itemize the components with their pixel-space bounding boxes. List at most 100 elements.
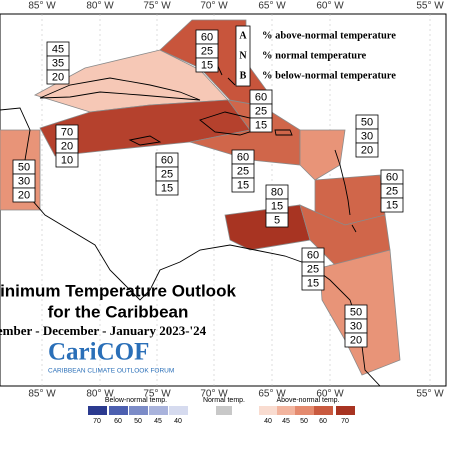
probability-value: 15	[237, 179, 249, 191]
colorbar-tick: 50	[134, 418, 142, 425]
colorbar-tick: 40	[264, 418, 272, 425]
longitude-label: 65° W	[258, 1, 286, 12]
probability-value: 50	[18, 161, 30, 173]
colorbar-cell	[169, 406, 188, 415]
probability-value: 60	[386, 171, 398, 183]
longitude-label: 80° W	[86, 389, 114, 400]
colorbar-tick: 70	[341, 418, 349, 425]
probability-cell	[231, 177, 255, 193]
key-letter: B	[240, 70, 247, 81]
probability-value: 5	[274, 214, 280, 226]
probability-cell	[12, 187, 36, 203]
colorbar-cell	[259, 406, 278, 415]
key-box	[235, 25, 251, 87]
probability-value: 30	[361, 130, 373, 142]
probability-value: 15	[307, 277, 319, 289]
probability-value: 25	[255, 105, 267, 117]
longitude-label: 85° W	[28, 389, 56, 400]
probability-value: 20	[61, 140, 73, 152]
probability-value: 60	[201, 31, 213, 43]
probability-value: 50	[361, 116, 373, 128]
probability-value: 20	[350, 334, 362, 346]
colorbar-cell	[295, 406, 314, 415]
colorbar: Below-normal temp. Normal temp. Above-norm…	[88, 397, 355, 425]
longitude-label: 70° W	[200, 1, 228, 12]
probability-value: 20	[52, 71, 64, 83]
colorbar-label: Below-normal temp.	[105, 397, 167, 404]
probability-value: 60	[161, 154, 173, 166]
probability-value: 25	[161, 168, 173, 180]
colorbar-label: Normal temp.	[203, 397, 245, 404]
colorbar-cell	[336, 406, 355, 415]
probability-value: 25	[386, 185, 398, 197]
key-text: % normal temperature	[262, 50, 367, 61]
colorbar-cell	[277, 406, 296, 415]
probability-cell	[380, 197, 404, 213]
title-line: inimum Temperature Outlook	[0, 281, 236, 300]
probability-value: 30	[350, 320, 362, 332]
key-letter: N	[239, 50, 247, 61]
colorbar-tick: 60	[319, 418, 327, 425]
longitude-label: 60° W	[316, 389, 344, 400]
probability-value: 15	[386, 199, 398, 211]
probability-cell	[301, 275, 325, 291]
longitude-label: 80° W	[86, 1, 114, 12]
probability-value: 60	[237, 151, 249, 163]
probability-cell	[195, 57, 219, 73]
colorbar-tick: 40	[174, 418, 182, 425]
longitude-label: 75° W	[143, 1, 171, 12]
probability-cell	[344, 332, 368, 348]
region-north-antilles	[299, 129, 346, 181]
colorbar-tick: 50	[300, 418, 308, 425]
longitude-label: 55° W	[416, 1, 444, 12]
probability-cell	[155, 180, 179, 196]
probability-value: 30	[18, 175, 30, 187]
title-line: for the Caribbean	[48, 302, 189, 321]
colorbar-cell	[109, 406, 128, 415]
colorbar-tick: 60	[114, 418, 122, 425]
labels: 85° W 80° W 75° W 70° W 65° W 60° W 55° W 85° W…	[0, 1, 444, 400]
probability-value: 20	[18, 189, 30, 201]
logo-tagline: CARIBBEAN CLIMATE OUTLOOK FORUM	[48, 368, 174, 375]
longitude-label: 65° W	[258, 389, 286, 400]
longitude-label: 70° W	[200, 389, 228, 400]
probability-value: 10	[61, 154, 73, 166]
longitude-label: 55° W	[416, 389, 444, 400]
probability-value: 60	[307, 249, 319, 261]
colorbar-tick: 45	[154, 418, 162, 425]
probability-cell	[55, 152, 79, 168]
probability-value: 50	[350, 306, 362, 318]
probability-value: 45	[52, 43, 64, 55]
colorbar-cell	[216, 406, 232, 415]
probability-value: 80	[271, 186, 283, 198]
key-letter: A	[239, 30, 247, 41]
probability-value: 35	[52, 57, 64, 69]
colorbar-cell	[88, 406, 107, 415]
colorbar-tick: 45	[282, 418, 290, 425]
colorbar-cell	[129, 406, 148, 415]
probability-cell	[355, 142, 379, 158]
probability-value: 20	[361, 144, 373, 156]
probability-value: 60	[255, 91, 267, 103]
probability-value: 15	[255, 119, 267, 131]
probability-cell	[249, 117, 273, 133]
longitude-label: 60° W	[316, 1, 344, 12]
longitude-label: 85° W	[28, 1, 56, 12]
key-text: % below-normal temperature	[262, 70, 396, 81]
title-subline: ovember - December - January 2023-'24	[0, 323, 207, 338]
probability-value: 15	[161, 182, 173, 194]
probability-value: 15	[201, 59, 213, 71]
probability-value: 15	[271, 200, 283, 212]
probability-value: 70	[61, 126, 73, 138]
logo-name: CariCOF	[48, 339, 149, 366]
probability-value: 25	[237, 165, 249, 177]
colorbar-label: Above-normal temp.	[276, 397, 339, 404]
colorbar-cell	[149, 406, 168, 415]
longitude-label: 75° W	[143, 389, 171, 400]
probability-value: 25	[307, 263, 319, 275]
key-text: % above-normal temperature	[262, 30, 396, 41]
frame	[0, 13, 447, 387]
probability-cell	[46, 69, 70, 85]
probability-value: 25	[201, 45, 213, 57]
